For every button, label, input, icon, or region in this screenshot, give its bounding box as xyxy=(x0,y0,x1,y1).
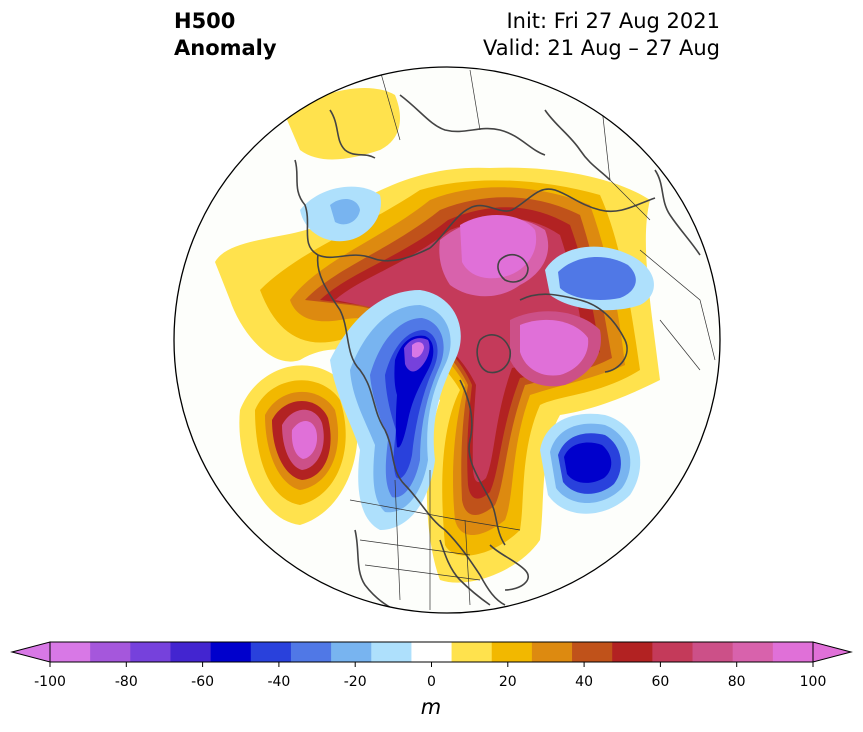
positive-anomaly-belt xyxy=(215,87,660,583)
colorbar-tick-label: 0 xyxy=(427,674,436,690)
colorbar-cell xyxy=(331,642,372,662)
colorbar-tick-label: -60 xyxy=(191,674,215,690)
colorbar-max-extension xyxy=(812,641,853,663)
colorbar-cell xyxy=(290,642,332,662)
negative-anomaly-centers xyxy=(300,186,654,530)
colorbar-tick-label: 20 xyxy=(498,674,517,690)
chart-title: H500 Anomaly xyxy=(174,8,277,62)
colorbar-cell xyxy=(612,642,653,662)
colorbar-unit-label: m xyxy=(420,695,442,719)
colorbar-cell xyxy=(130,642,171,662)
title-line-2: Anomaly xyxy=(174,36,277,60)
title-line-1: H500 xyxy=(174,9,236,33)
colorbar-tick-label: -20 xyxy=(343,674,367,690)
colorbar-cell xyxy=(371,642,412,662)
colorbar-cell xyxy=(531,642,573,662)
colorbar-cell xyxy=(90,642,131,662)
colorbar-tick-label: 40 xyxy=(575,674,594,690)
colorbar-cell xyxy=(451,642,493,662)
colorbar-cell xyxy=(491,642,533,662)
colorbar-min-extension xyxy=(10,641,51,663)
anomaly-field xyxy=(174,67,720,613)
colorbar-tick-label: 100 xyxy=(799,674,827,690)
political-borders xyxy=(349,69,716,610)
colorbar-cell xyxy=(692,642,734,662)
polar-map xyxy=(173,66,721,614)
init-line: Init: Fri 27 Aug 2021 xyxy=(506,9,720,33)
valid-line: Valid: 21 Aug – 27 Aug xyxy=(482,36,720,60)
colorbar-cell xyxy=(50,642,91,662)
map-boundary xyxy=(173,66,721,614)
colorbar-cell xyxy=(572,642,613,662)
coastlines xyxy=(294,94,701,611)
colorbar-tick-label: 80 xyxy=(727,674,746,690)
colorbar-tick-label: -40 xyxy=(267,674,291,690)
colorbar-tick-label: -100 xyxy=(34,674,66,690)
colorbar xyxy=(10,641,853,667)
colorbar-cell xyxy=(250,642,292,662)
colorbar-cell xyxy=(732,642,774,662)
colorbar-tick-label: -80 xyxy=(114,674,138,690)
colorbar-cell xyxy=(411,642,453,662)
valid-time: Init: Fri 27 Aug 2021 Valid: 21 Aug – 27… xyxy=(483,8,720,62)
colorbar-cell xyxy=(652,642,694,662)
colorbar-cell xyxy=(170,642,212,662)
colorbar-cell xyxy=(772,642,814,662)
colorbar-tick-label: 60 xyxy=(651,674,670,690)
colorbar-cell xyxy=(210,642,252,662)
